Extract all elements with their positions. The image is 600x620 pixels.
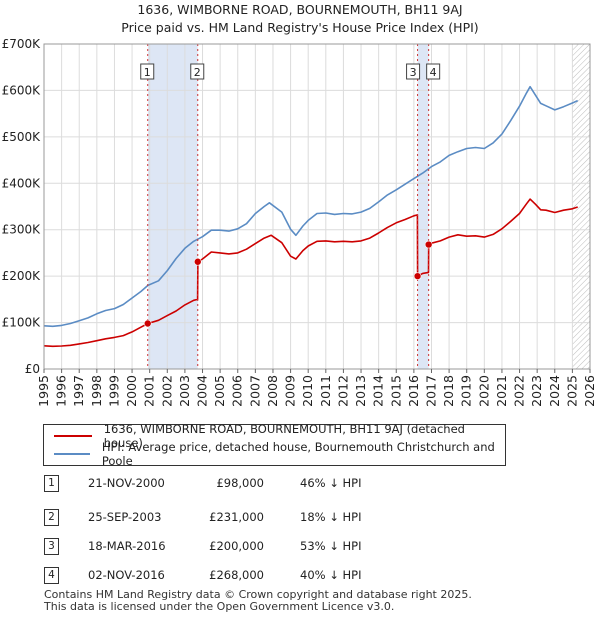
sale-point [413,272,422,280]
sale-price: £268,000 [209,568,264,582]
y-tick-label: £0 [25,362,40,376]
table-row: 1 21-NOV-2000 £98,000 46% ↓ HPI [0,474,600,494]
x-tick-label: 1999 [106,375,121,407]
x-tick-label: 2022 [512,375,527,407]
chart-title-line1: 1636, WIMBORNE ROAD, BOURNEMOUTH, BH11 9… [137,2,463,17]
sale-date: 21-NOV-2000 [88,476,165,490]
sale-number-badge: 3 [44,538,59,555]
x-tick-label: 1998 [89,375,104,407]
sale-number-badge: 2 [44,509,59,526]
footer-licence: This data is licensed under the Open Gov… [44,600,395,613]
sale-point [143,319,152,328]
x-tick-label: 2014 [371,375,386,407]
y-tick-label: £200K [2,269,42,283]
sale-hpi-diff: 18% ↓ HPI [300,510,362,524]
sale-point [424,240,433,249]
sale-hpi-diff: 53% ↓ HPI [300,539,362,553]
x-tick-label: 1997 [71,375,86,407]
table-row: 4 02-NOV-2016 £268,000 40% ↓ HPI [0,566,600,586]
x-tick-label: 2004 [195,375,210,407]
legend-item-property: 1636, WIMBORNE ROAD, BOURNEMOUTH, BH11 9… [54,422,505,450]
y-tick-label: £700K [2,37,42,51]
x-tick-label: 2001 [142,375,157,407]
sale-date: 25-SEP-2003 [88,510,162,524]
sale-marker-badge-label: 1 [144,66,151,79]
legend-label-hpi: HPI: Average price, detached house, Bour… [101,440,495,468]
sale-number-badge: 4 [44,567,59,584]
sale-marker-badge [406,63,421,80]
x-tick-label: 2020 [476,375,491,407]
sale-marker-badge [190,63,205,80]
y-tick-label: £600K [2,83,42,97]
plot-frame [43,43,591,370]
x-tick-label: 2005 [212,375,227,407]
x-tick-label: 2016 [406,375,421,407]
sale-marker-badge-label: 3 [410,66,417,79]
x-tick-label: 2013 [353,375,368,407]
legend-line-property [54,435,92,437]
sale-date: 02-NOV-2016 [88,568,165,582]
x-tick-label: 1996 [54,375,69,407]
property-price-line [43,198,578,348]
x-tick-label: 2024 [547,375,562,407]
y-tick-label: £300K [2,223,42,237]
x-tick-label: 2011 [318,375,333,407]
legend-label-property: 1636, WIMBORNE ROAD, BOURNEMOUTH, BH11 9… [103,422,465,450]
ownership-period-shade [417,44,429,369]
x-tick-label: 2007 [247,375,262,407]
x-tick-label: 2003 [177,375,192,407]
y-tick-label: £400K [2,176,42,190]
x-tick-label: 2002 [159,375,174,407]
x-tick-label: 2012 [335,375,350,407]
sale-number-badge: 1 [44,475,59,492]
sale-marker-badge [426,63,441,80]
x-tick-label: 2010 [300,375,315,407]
sale-marker-badge-label: 2 [194,66,201,79]
hpi-line [43,85,579,328]
y-tick-label: £500K [2,130,42,144]
sale-marker-badge [140,63,155,80]
table-row: 3 18-MAR-2016 £200,000 53% ↓ HPI [0,537,600,557]
sale-marker-badge-label: 4 [430,66,437,79]
ownership-period-shade [147,44,198,369]
sale-price: £231,000 [209,510,264,524]
sale-hpi-diff: 40% ↓ HPI [300,568,362,582]
x-tick-label: 2019 [459,375,474,407]
x-tick-label: 2023 [529,375,544,407]
footer-copyright: Contains HM Land Registry data © Crown c… [44,588,472,601]
forecast-hatch [572,44,590,369]
x-tick-label: 2000 [124,375,139,407]
table-row: 2 25-SEP-2003 £231,000 18% ↓ HPI [0,508,600,528]
x-tick-label: 2015 [388,375,403,407]
sale-price: £98,000 [216,476,264,490]
sale-date: 18-MAR-2016 [88,539,166,553]
x-tick-label: 2017 [423,375,438,407]
x-tick-label: 1995 [36,375,51,407]
x-tick-label: 2021 [494,375,509,407]
x-tick-label: 2008 [265,375,280,407]
sale-price: £200,000 [209,539,264,553]
legend-item-hpi: HPI: Average price, detached house, Bour… [54,440,505,468]
chart-title-line2: Price paid vs. HM Land Registry's House … [121,20,479,35]
sale-point [193,257,202,266]
x-tick-label: 2006 [230,375,245,407]
x-tick-label: 2009 [283,375,298,407]
y-tick-label: £100K [2,316,42,330]
legend: 1636, WIMBORNE ROAD, BOURNEMOUTH, BH11 9… [43,422,506,468]
sale-hpi-diff: 46% ↓ HPI [300,476,362,490]
legend-line-hpi [54,453,90,455]
x-tick-label: 2025 [564,375,579,407]
x-tick-label: 2026 [582,375,597,407]
x-tick-label: 2018 [441,375,456,407]
